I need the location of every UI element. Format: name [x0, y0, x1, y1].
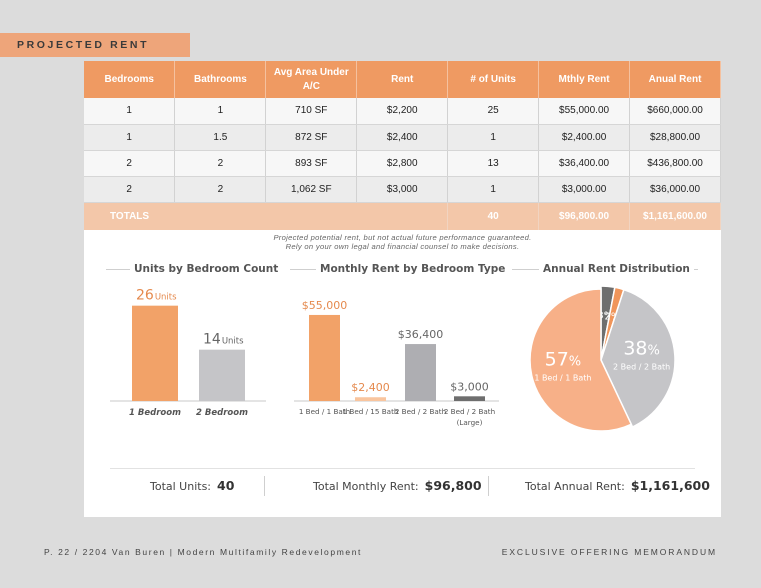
charts-canvas: 26Units 1 Bedroom 14Units 2 Bedroom $55,000 1…	[110, 285, 676, 432]
pie-slice	[529, 288, 633, 432]
header-avg-area: Avg Area Under A/C	[265, 61, 358, 98]
cell: 1,062 SF	[265, 176, 358, 203]
total-units-label: Total Units:	[150, 480, 212, 493]
monthly-value-label: $55,000	[302, 299, 348, 312]
units-bar	[132, 305, 178, 401]
monthly-bar	[405, 344, 436, 401]
cell: 710 SF	[265, 98, 358, 125]
section-title: PROJECTED RENT	[0, 33, 190, 57]
total-annual-value: $1,161,600	[630, 478, 710, 493]
header-annual-rent: Anual Rent	[629, 61, 721, 98]
cell: 1.5	[174, 124, 267, 151]
cell: 893 SF	[265, 150, 358, 177]
monthly-category-label: 1 Bed / 15 Bath	[343, 407, 399, 416]
header-monthly-rent: Mthly Rent	[538, 61, 631, 98]
units-bar	[199, 349, 245, 401]
rent-card: Bedrooms Bathrooms Avg Area Under A/C Re…	[84, 61, 721, 517]
cell: 1	[174, 98, 267, 125]
table-row: 1 1.5 872 SF $2,400 1 $2,400.00 $28,800.…	[84, 124, 721, 151]
cell: $28,800.00	[629, 124, 721, 151]
monthly-value-label: $36,400	[398, 328, 444, 341]
disclaimer-line-2: Rely on your own legal and financial cou…	[285, 242, 520, 251]
cell: $660,000.00	[629, 98, 721, 125]
disclaimer-line-1: Projected potential rent, but not actual…	[273, 233, 532, 242]
cell: $36,400.00	[538, 150, 631, 177]
monthly-category-label: 2 Bed / 2 Bath	[444, 407, 495, 416]
cell: $2,400	[356, 124, 449, 151]
cell: 25	[447, 98, 540, 125]
totals-label: TOTALS	[84, 202, 449, 230]
cell: $55,000.00	[538, 98, 631, 125]
cell: $2,200	[356, 98, 449, 125]
summary-separator	[488, 476, 489, 496]
total-annual-label: Total Annual Rent:	[525, 480, 625, 493]
header-bathrooms: Bathrooms	[174, 61, 267, 98]
summary-monthly-rent: Total Monthly Rent: $96,800	[313, 478, 482, 493]
cell: $2,400.00	[538, 124, 631, 151]
units-value-label: 26Units	[136, 288, 177, 304]
units-chart-title: Units by Bedroom Count	[130, 263, 283, 275]
footer-document-title: EXCLUSIVE OFFERING MEMORANDUM	[501, 547, 717, 557]
summary-total-units: Total Units: 40	[150, 478, 234, 493]
cell: 872 SF	[265, 124, 358, 151]
total-units-value: 40	[217, 478, 235, 493]
cell: 2	[174, 150, 267, 177]
units-category-label: 2 Bedroom	[196, 408, 248, 418]
cell: $36,000.00	[629, 176, 721, 203]
totals-monthly: $96,800.00	[538, 202, 631, 230]
footer-page-info: P. 22 / 2204 Van Buren | Modern Multifam…	[44, 547, 362, 557]
cell: 1	[447, 124, 540, 151]
monthly-category-label: 2 Bed / 2 Bath	[395, 407, 446, 416]
summary-divider	[110, 468, 695, 469]
summary-annual-rent: Total Annual Rent: $1,161,600	[525, 478, 710, 493]
cell: $3,000	[356, 176, 449, 203]
pie-percent-label: 57%	[545, 349, 582, 371]
totals-row: TOTALS 40 $96,800.00 $1,161,600.00	[84, 202, 721, 230]
monthly-category-label: (Large)	[457, 418, 483, 427]
pie-slice	[600, 288, 676, 428]
monthly-chart-title: Monthly Rent by Bedroom Type	[316, 263, 510, 275]
cell: 13	[447, 150, 540, 177]
summary-separator	[264, 476, 265, 496]
units-value-label: 14Units	[203, 332, 244, 348]
monthly-bar	[309, 314, 340, 401]
table-row: 2 2 1,062 SF $3,000 1 $3,000.00 $36,000.…	[84, 176, 721, 203]
rent-table: Bedrooms Bathrooms Avg Area Under A/C Re…	[84, 61, 721, 230]
cell: 1	[84, 98, 176, 125]
totals-units: 40	[447, 202, 540, 230]
monthly-value-label: $3,000	[450, 380, 489, 393]
total-monthly-value: $96,800	[424, 478, 482, 493]
cell: 2	[84, 176, 176, 203]
units-category-label: 1 Bedroom	[129, 408, 181, 418]
pie-percent-label: 3%	[597, 310, 613, 321]
pie-percent-label: 2%	[604, 312, 620, 323]
cell: 1	[447, 176, 540, 203]
cell: $2,800	[356, 150, 449, 177]
pie-category-label: 2 Bed / 2 Bath	[613, 362, 670, 371]
cell: $436,800.00	[629, 150, 721, 177]
table-row: 2 2 893 SF $2,800 13 $36,400.00 $436,800…	[84, 150, 721, 177]
monthly-value-label: $2,400	[351, 381, 390, 394]
monthly-bar	[454, 396, 485, 401]
pie-percent-label: 38%	[623, 337, 660, 359]
header-units: # of Units	[447, 61, 540, 98]
totals-annual: $1,161,600.00	[629, 202, 721, 230]
monthly-bar	[355, 397, 386, 401]
total-monthly-label: Total Monthly Rent:	[313, 480, 419, 493]
table-header-row: Bedrooms Bathrooms Avg Area Under A/C Re…	[84, 61, 721, 98]
cell: 2	[84, 150, 176, 177]
monthly-category-label: 1 Bed / 1 Bath	[299, 407, 350, 416]
cell: 1	[84, 124, 176, 151]
header-bedrooms: Bedrooms	[84, 61, 176, 98]
cell: 2	[174, 176, 267, 203]
cell: $3,000.00	[538, 176, 631, 203]
disclaimer: Projected potential rent, but not actual…	[84, 233, 721, 251]
pie-category-label: 1 Bed / 1 Bath	[534, 374, 591, 383]
header-rent: Rent	[356, 61, 449, 98]
annual-chart-title: Annual Rent Distribution	[539, 263, 694, 275]
table-row: 1 1 710 SF $2,200 25 $55,000.00 $660,000…	[84, 98, 721, 125]
